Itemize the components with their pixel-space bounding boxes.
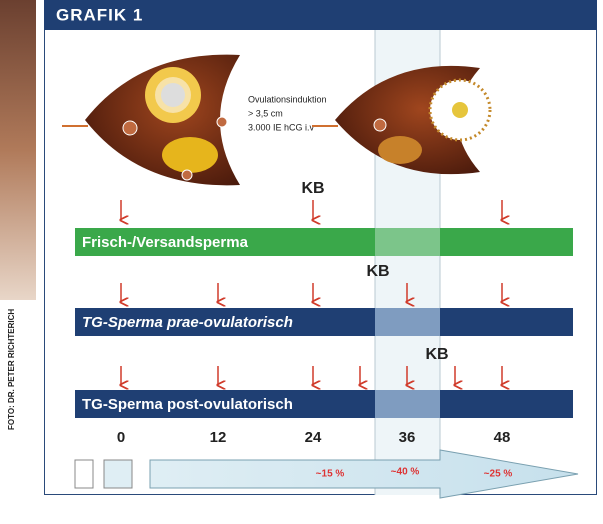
photo-strip (0, 0, 36, 300)
box (75, 460, 93, 488)
note-line: 3.000 IE hCG i.v (248, 122, 315, 132)
credit: FOTO: DR. PETER RICHTERICH (7, 309, 16, 430)
time-tick: 0 (117, 429, 125, 446)
time-tick: 48 (494, 429, 511, 446)
rate-label: ~25 % (484, 469, 513, 480)
bar-label: TG-Sperma post-ovulatorisch (82, 396, 293, 413)
figure: FOTO: DR. PETER RICHTERICH GRAFIK 1 Ovul… (0, 0, 603, 519)
time-tick: 36 (399, 429, 416, 446)
time-tick: 24 (305, 429, 322, 446)
kb-label: KB (366, 263, 389, 280)
kb-label: KB (301, 180, 324, 197)
rate-label: ~15 % (316, 469, 345, 480)
box (104, 460, 132, 488)
bar-label: Frisch-/Versandsperma (82, 234, 249, 251)
note-line: Ovulationsinduktion (248, 94, 327, 104)
note-line: > 3,5 cm (248, 108, 283, 118)
kb-label: KB (425, 346, 448, 363)
rate-label: ~40 % (391, 467, 420, 478)
time-tick: 12 (210, 429, 227, 446)
bar-label: TG-Sperma prae-ovulatorisch (82, 314, 293, 331)
header-title: GRAFIK 1 (56, 5, 143, 24)
